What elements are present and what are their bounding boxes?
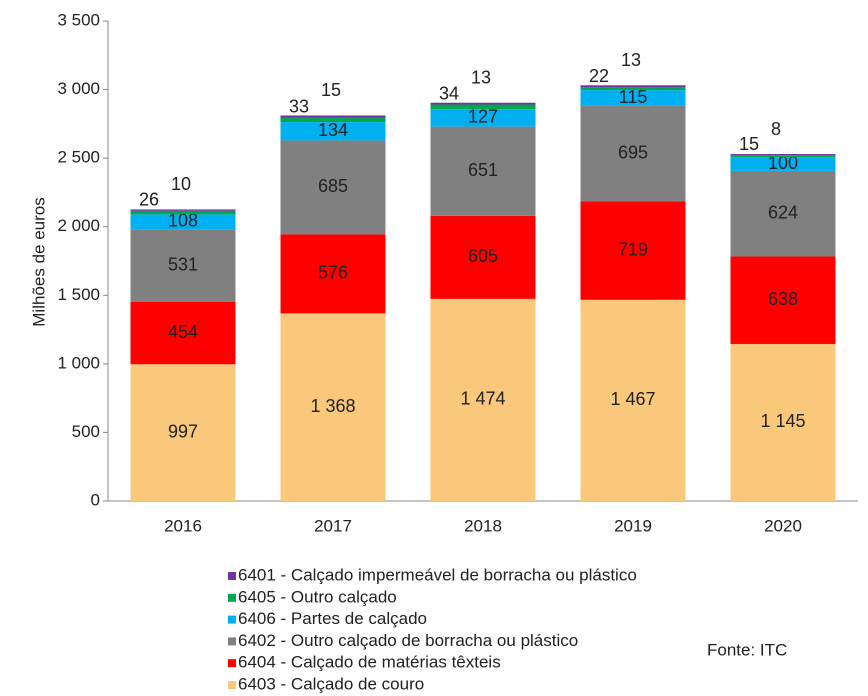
bar-segment	[580, 299, 686, 501]
bar-segment	[580, 85, 686, 88]
data-label: 605	[468, 246, 498, 266]
data-label: 1 145	[760, 411, 805, 431]
bar-segment	[730, 170, 836, 257]
legend-label: 6405 - Outro calçado	[238, 587, 397, 606]
y-tick-label: 2 500	[57, 148, 100, 167]
bar-segment	[430, 126, 536, 216]
bar-segment	[430, 109, 536, 127]
bar-segment	[580, 90, 686, 106]
bar-segment	[730, 157, 836, 171]
data-label: 26	[139, 190, 159, 210]
legend-label: 6403 - Calçado de couro	[238, 674, 424, 693]
data-label: 1 474	[460, 389, 505, 409]
data-label: 10	[171, 174, 191, 194]
bar-segment	[130, 229, 236, 303]
y-tick-label: 0	[91, 490, 100, 509]
x-tick-label: 2020	[764, 516, 802, 535]
legend-swatch	[228, 615, 236, 624]
data-label: 134	[318, 120, 348, 140]
bar-segment	[730, 343, 836, 501]
data-label: 108	[168, 211, 198, 231]
bar-segment	[430, 215, 536, 299]
data-label: 1 368	[310, 396, 355, 416]
bar-segment	[730, 155, 836, 158]
x-tick-label: 2018	[464, 516, 502, 535]
source-note: Fonte: ITC	[707, 640, 787, 659]
data-label: 33	[289, 96, 309, 116]
data-label: 115	[619, 87, 648, 107]
bar-segment	[280, 117, 386, 123]
bar-segment	[130, 210, 236, 215]
legend-label: 6401 - Calçado impermeável de borracha o…	[238, 565, 637, 584]
data-label: 127	[468, 107, 498, 127]
y-tick-label: 3 500	[57, 10, 100, 29]
data-label: 997	[168, 421, 198, 441]
data-label: 13	[621, 50, 641, 70]
data-label: 8	[771, 119, 781, 139]
bar-segment	[280, 313, 386, 501]
legend-label: 6404 - Calçado de matérias têxteis	[238, 653, 501, 672]
bar-segment	[430, 298, 536, 501]
data-label: 531	[168, 254, 198, 274]
bar-segment	[430, 102, 536, 105]
data-label: 576	[318, 263, 348, 283]
x-tick-label: 2019	[614, 516, 652, 535]
bar-segment	[730, 256, 836, 344]
legend-label: 6406 - Partes de calçado	[238, 609, 427, 628]
data-label: 685	[318, 176, 348, 196]
bar-segment	[430, 104, 536, 110]
data-label: 100	[768, 153, 798, 173]
y-tick-label: 2 000	[57, 216, 100, 235]
bar-segment	[280, 140, 386, 235]
legend-swatch	[228, 572, 236, 580]
data-label: 624	[768, 202, 798, 222]
bar-segment	[130, 302, 236, 365]
data-label: 22	[589, 66, 609, 86]
bar-segment	[130, 214, 236, 230]
y-tick-label: 3 000	[57, 79, 100, 98]
legend-swatch	[228, 681, 236, 689]
y-axis-label: Milhões de euros	[29, 197, 48, 326]
y-tick-label: 1 000	[57, 353, 100, 372]
data-label: 638	[768, 289, 798, 309]
data-label: 719	[618, 239, 648, 259]
data-label: 695	[618, 142, 648, 162]
bar-segment	[130, 364, 236, 501]
bar-segment	[580, 105, 686, 202]
data-label: 1 467	[610, 389, 655, 409]
legend-swatch	[228, 593, 236, 602]
y-tick-label: 1 500	[57, 285, 100, 304]
legend-swatch	[228, 659, 236, 668]
x-tick-label: 2016	[164, 516, 202, 535]
bar-segment	[280, 115, 386, 118]
bar-segment	[280, 122, 386, 141]
x-tick-label: 2017	[314, 516, 352, 535]
data-label: 34	[439, 83, 459, 103]
data-label: 454	[168, 322, 198, 342]
bar-segment	[280, 234, 386, 314]
legend-label: 6402 - Outro calçado de borracha ou plás…	[238, 631, 578, 650]
data-label: 651	[468, 160, 498, 180]
bar-segment	[580, 201, 686, 300]
bar-segment	[730, 154, 836, 156]
bar-segment	[580, 87, 686, 91]
y-tick-label: 500	[72, 422, 100, 441]
data-label: 13	[471, 67, 491, 87]
bar-segment	[130, 209, 236, 211]
data-label: 15	[739, 134, 759, 154]
data-label: 15	[321, 80, 341, 100]
legend-swatch	[228, 637, 236, 646]
